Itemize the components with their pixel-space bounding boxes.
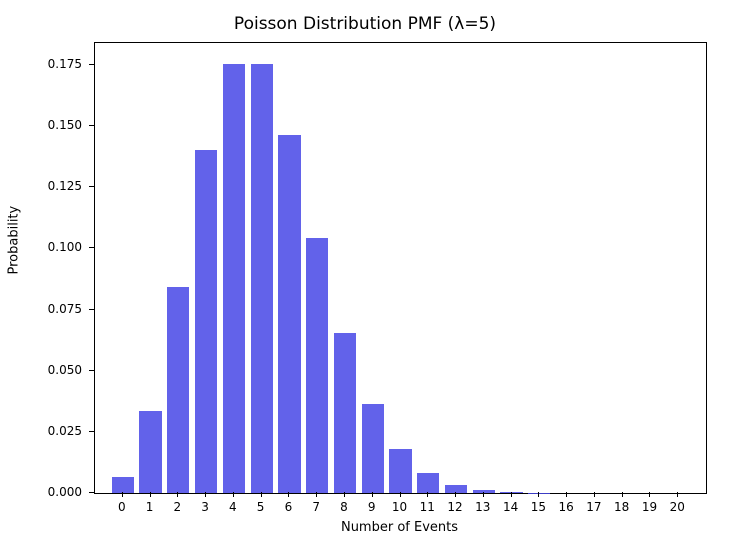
x-tick-label: 11 xyxy=(420,500,435,514)
x-tick-mark xyxy=(122,492,123,497)
x-tick-label: 14 xyxy=(503,500,518,514)
bar xyxy=(167,287,189,493)
x-tick-label: 0 xyxy=(118,500,126,514)
x-tick-label: 1 xyxy=(146,500,154,514)
y-tick-mark xyxy=(89,64,94,65)
y-tick-mark xyxy=(89,186,94,187)
x-tick-mark xyxy=(427,492,428,497)
y-tick-label: 0.000 xyxy=(0,485,82,499)
bar xyxy=(139,411,161,493)
x-tick-mark xyxy=(594,492,595,497)
y-tick-mark xyxy=(89,370,94,371)
bar xyxy=(389,449,411,493)
x-tick-mark xyxy=(649,492,650,497)
y-tick-mark xyxy=(89,309,94,310)
x-tick-mark xyxy=(316,492,317,497)
chart-title: Poisson Distribution PMF (λ=5) xyxy=(0,14,730,34)
x-tick-label: 12 xyxy=(447,500,462,514)
x-tick-label: 17 xyxy=(586,500,601,514)
x-tick-label: 19 xyxy=(642,500,657,514)
plot-area xyxy=(94,42,707,494)
x-tick-label: 10 xyxy=(392,500,407,514)
bar xyxy=(362,404,384,493)
x-tick-mark xyxy=(177,492,178,497)
x-tick-label: 3 xyxy=(201,500,209,514)
bar xyxy=(417,473,439,493)
x-tick-mark xyxy=(483,492,484,497)
x-tick-mark xyxy=(372,492,373,497)
x-tick-mark xyxy=(400,492,401,497)
y-tick-label: 0.050 xyxy=(0,363,82,377)
bar xyxy=(334,333,356,493)
y-tick-mark xyxy=(89,247,94,248)
y-tick-mark xyxy=(89,125,94,126)
y-tick-label: 0.175 xyxy=(0,57,82,71)
y-tick-label: 0.075 xyxy=(0,302,82,316)
x-tick-mark xyxy=(344,492,345,497)
y-axis-label: Probability xyxy=(7,255,22,275)
x-tick-mark xyxy=(538,492,539,497)
x-tick-label: 20 xyxy=(670,500,685,514)
x-tick-mark xyxy=(233,492,234,497)
y-tick-label: 0.100 xyxy=(0,240,82,254)
x-tick-label: 13 xyxy=(475,500,490,514)
x-tick-mark xyxy=(288,492,289,497)
bar xyxy=(278,135,300,493)
x-tick-label: 5 xyxy=(257,500,265,514)
y-tick-mark xyxy=(89,492,94,493)
bar xyxy=(251,64,273,493)
y-tick-label: 0.150 xyxy=(0,118,82,132)
x-tick-mark xyxy=(261,492,262,497)
x-tick-label: 8 xyxy=(340,500,348,514)
x-tick-label: 7 xyxy=(312,500,320,514)
x-tick-label: 15 xyxy=(531,500,546,514)
x-tick-label: 9 xyxy=(368,500,376,514)
x-tick-label: 4 xyxy=(229,500,237,514)
x-tick-mark xyxy=(150,492,151,497)
x-tick-label: 18 xyxy=(614,500,629,514)
bar xyxy=(112,477,134,493)
x-tick-mark xyxy=(622,492,623,497)
x-tick-mark xyxy=(455,492,456,497)
y-tick-label: 0.025 xyxy=(0,424,82,438)
x-tick-mark xyxy=(566,492,567,497)
x-tick-mark xyxy=(205,492,206,497)
x-tick-mark xyxy=(677,492,678,497)
x-axis-label: Number of Events xyxy=(94,520,705,535)
x-tick-label: 2 xyxy=(173,500,181,514)
bar xyxy=(306,238,328,493)
figure: Poisson Distribution PMF (λ=5) Probabili… xyxy=(0,0,730,556)
x-tick-label: 6 xyxy=(285,500,293,514)
x-tick-mark xyxy=(511,492,512,497)
y-tick-mark xyxy=(89,431,94,432)
y-tick-label: 0.125 xyxy=(0,179,82,193)
bar xyxy=(223,64,245,493)
bar xyxy=(195,150,217,493)
x-tick-label: 16 xyxy=(558,500,573,514)
